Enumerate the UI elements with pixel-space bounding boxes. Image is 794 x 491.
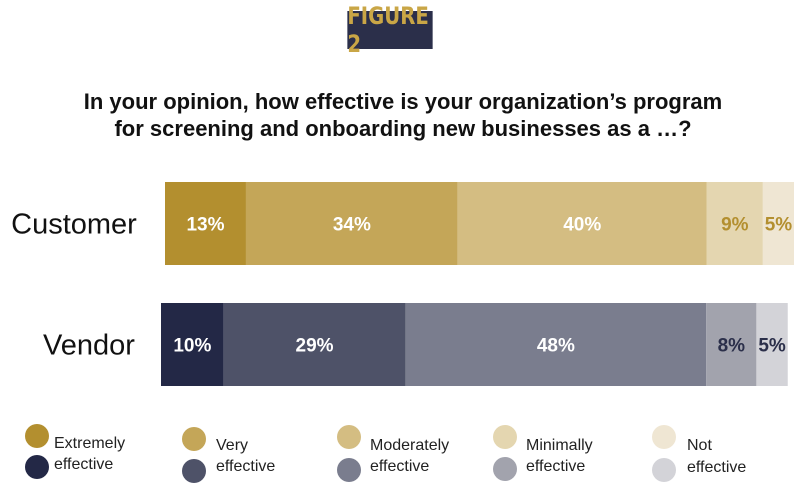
data-label-vendor-4: 8% <box>718 336 746 357</box>
title-line-1: In your opinion, how effective is your o… <box>83 89 723 114</box>
bar-segment-customer-extremely-effective <box>165 182 246 265</box>
stacked-bar-chart: Customer 13% 34% 40% 9% 5% Vendor 10% 29% 48% 8% 5% <box>11 182 794 386</box>
legend-label-line-1: Minimally <box>526 437 593 454</box>
legend-swatch-customer <box>182 427 206 451</box>
legend-swatch-vendor <box>182 459 206 483</box>
chart-title: In your opinion, how effective is your o… <box>0 88 794 142</box>
bar-segment-vendor-not-effective <box>756 303 788 386</box>
data-label-customer-2: 34% <box>333 215 371 236</box>
bar-segment-vendor-minimally-effective <box>706 303 757 386</box>
data-label-customer-4: 9% <box>721 215 749 236</box>
bar-segment-customer-not-effective <box>762 182 794 265</box>
legend-label-line-2: effective <box>370 458 430 475</box>
data-label-customer-5: 5% <box>765 215 793 236</box>
title-line-2: for screening and onboarding new busines… <box>114 116 692 141</box>
legend-label-line-1: Extremely <box>54 435 126 452</box>
bar-segment-customer-moderately-effective <box>457 182 707 265</box>
legend-label-line-2: effective <box>54 456 114 473</box>
data-label-customer-1: 13% <box>186 215 224 236</box>
bar-segment-customer-minimally-effective <box>706 182 763 265</box>
legend-swatch-customer <box>337 425 361 449</box>
bar-segment-vendor-moderately-effective <box>405 303 707 386</box>
legend-swatch-vendor <box>337 458 361 482</box>
legend-swatch-customer <box>25 424 49 448</box>
legend-label-line-1: Very <box>216 437 249 454</box>
data-label-vendor-2: 29% <box>296 336 334 357</box>
legend-swatch-vendor <box>25 455 49 479</box>
bar-segment-customer-very-effective <box>245 182 458 265</box>
bar-segment-vendor-extremely-effective <box>161 303 224 386</box>
legend-swatch-vendor <box>493 457 517 481</box>
data-label-vendor-3: 48% <box>537 336 575 357</box>
data-label-vendor-1: 10% <box>173 336 211 357</box>
legend: Extremely effective Very effective Moder… <box>0 424 794 491</box>
legend-swatch-customer <box>493 425 517 449</box>
legend-label-line-1: Moderately <box>370 437 450 454</box>
bar-segment-vendor-very-effective <box>223 303 406 386</box>
data-label-customer-3: 40% <box>563 215 601 236</box>
legend-swatch-vendor <box>652 458 676 482</box>
legend-label-line-2: effective <box>216 458 276 475</box>
category-label-vendor: Vendor <box>43 330 135 362</box>
legend-label-line-1: Not <box>687 437 712 454</box>
legend-swatch-customer <box>652 425 676 449</box>
data-label-vendor-5: 5% <box>758 336 786 357</box>
legend-label-line-2: effective <box>526 458 586 475</box>
legend-label-line-2: effective <box>687 459 747 476</box>
category-label-customer: Customer <box>11 209 137 241</box>
